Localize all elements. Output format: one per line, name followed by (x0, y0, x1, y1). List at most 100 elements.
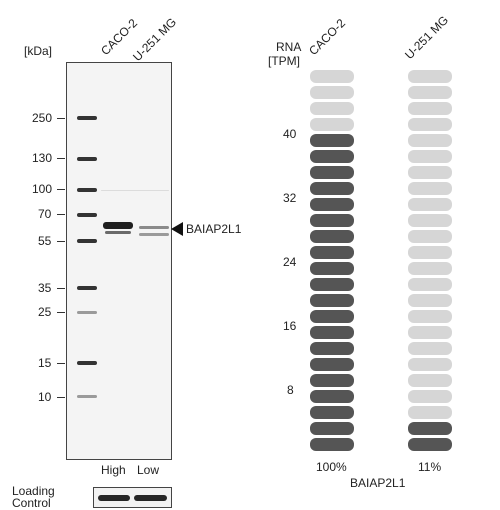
rna-segment-empty (408, 198, 452, 211)
lane-expression-low: Low (137, 463, 160, 477)
marker-label-100: 100 (32, 182, 53, 196)
rna-axis-tick: 24 (283, 255, 297, 269)
rna-segment-empty (408, 390, 452, 403)
u251mg-band-lower (139, 233, 169, 236)
marker-tick (57, 288, 65, 289)
rna-segment-empty (408, 134, 452, 147)
marker-tick (57, 241, 65, 242)
target-arrow-icon (171, 222, 183, 236)
rna-segment-filled (408, 438, 452, 451)
rna-segment-filled (310, 230, 354, 243)
marker-tick (57, 214, 65, 215)
loading-band-u251mg (134, 495, 167, 501)
rna-segment-empty (408, 214, 452, 227)
rna-segment-empty (310, 70, 354, 83)
rna-segment-filled (310, 390, 354, 403)
rna-header-unit: [TPM] (268, 54, 300, 68)
rna-segment-empty (408, 374, 452, 387)
lane-expression-high: High (101, 463, 126, 477)
rna-segment-empty (408, 150, 452, 163)
rna-column-caco2: CACO-2 (306, 16, 349, 58)
rna-segment-filled (310, 438, 354, 451)
rna-gene-label: BAIAP2L1 (350, 476, 406, 490)
rna-segment-filled (310, 198, 354, 211)
rna-segment-filled (310, 278, 354, 291)
marker-label-55: 55 (38, 234, 52, 248)
rna-segment-empty (408, 230, 452, 243)
rna-segment-filled (310, 374, 354, 387)
rna-segment-empty (408, 326, 452, 339)
rna-bar-u251mg (408, 70, 452, 454)
rna-segment-empty (408, 166, 452, 179)
rna-segment-filled (310, 134, 354, 147)
rna-percent-u251mg: 11% (418, 460, 442, 474)
rna-segment-filled (310, 422, 354, 435)
rna-percent-caco2: 100% (316, 460, 347, 474)
rna-segment-empty (408, 102, 452, 115)
rna-segment-empty (408, 70, 452, 83)
rna-segment-filled (310, 326, 354, 339)
ladder-band (77, 286, 97, 290)
loading-band-caco2 (98, 495, 130, 501)
rna-segment-empty (408, 406, 452, 419)
marker-tick (57, 158, 65, 159)
ladder-band (77, 213, 97, 217)
rna-segment-filled (310, 342, 354, 355)
rna-header: RNA (276, 40, 302, 54)
ladder-band (77, 361, 97, 365)
marker-label-35: 35 (38, 281, 52, 295)
rna-segment-empty (310, 102, 354, 115)
ladder-band (77, 239, 97, 243)
marker-tick (57, 312, 65, 313)
rna-segment-empty (408, 246, 452, 259)
rna-segment-empty (408, 358, 452, 371)
rna-segment-empty (408, 86, 452, 99)
rna-segment-filled (310, 150, 354, 163)
rna-segment-filled (310, 310, 354, 323)
caco2-band (103, 222, 133, 229)
loading-control-blot (93, 487, 172, 508)
rna-axis-tick: 40 (283, 127, 297, 141)
rna-segment-empty (310, 118, 354, 131)
rna-segment-empty (408, 262, 452, 275)
marker-tick (57, 363, 65, 364)
rna-segment-filled (310, 182, 354, 195)
ladder-band (77, 395, 97, 398)
marker-tick (57, 397, 65, 398)
marker-label-250: 250 (32, 111, 53, 125)
target-label: BAIAP2L1 (186, 222, 242, 236)
rna-segment-filled (310, 294, 354, 307)
lane-label-u251mg: U-251 MG (130, 14, 180, 64)
marker-tick (57, 189, 65, 190)
loading-control-label: Control (12, 496, 51, 510)
ladder-band (77, 157, 97, 161)
rna-segment-filled (310, 214, 354, 227)
marker-tick (57, 118, 65, 119)
kda-unit-label: [kDa] (24, 44, 53, 58)
marker-label-130: 130 (32, 151, 53, 165)
rna-segment-empty (408, 182, 452, 195)
loading-control-label: Loading (12, 484, 55, 498)
ladder-band (77, 116, 97, 120)
rna-segment-empty (408, 278, 452, 291)
rna-axis-tick: 8 (287, 383, 294, 397)
rna-segment-empty (408, 294, 452, 307)
ladder-band (77, 188, 97, 192)
rna-column-u251mg: U-251 MG (402, 12, 452, 62)
ladder-band (77, 311, 97, 314)
marker-label-10: 10 (38, 390, 52, 404)
caco2-band-lower (105, 231, 131, 234)
rna-segment-empty (408, 342, 452, 355)
marker-label-70: 70 (38, 207, 52, 221)
rna-segment-filled (310, 166, 354, 179)
western-blot-image (66, 62, 172, 460)
marker-label-15: 15 (38, 356, 52, 370)
rna-segment-filled (310, 246, 354, 259)
rna-segment-empty (408, 118, 452, 131)
rna-axis-tick: 16 (283, 319, 297, 333)
marker-label-25: 25 (38, 305, 52, 319)
rna-segment-filled (408, 422, 452, 435)
u251mg-band (139, 226, 169, 229)
rna-segment-empty (310, 86, 354, 99)
rna-axis-tick: 32 (283, 191, 297, 205)
